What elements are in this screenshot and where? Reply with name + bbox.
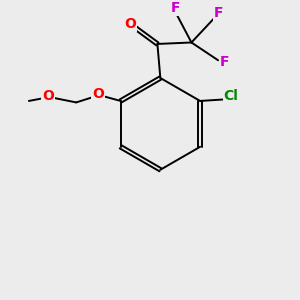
Text: Cl: Cl <box>224 89 239 103</box>
Text: F: F <box>220 55 229 69</box>
Text: O: O <box>124 17 136 31</box>
Text: O: O <box>92 87 104 101</box>
Text: F: F <box>170 1 180 15</box>
Text: O: O <box>42 88 54 103</box>
Text: F: F <box>214 7 224 20</box>
